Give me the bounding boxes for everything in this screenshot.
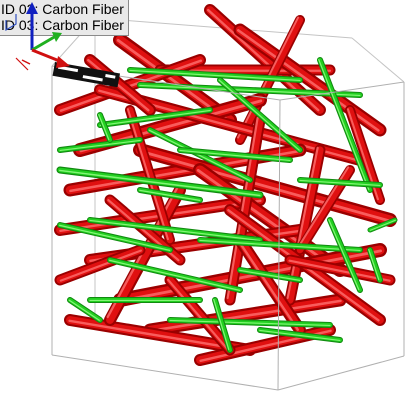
green-fiber-highlight [59,224,171,251]
green-fiber-highlight [368,248,380,281]
green-fiber-highlight [169,319,331,327]
green-fiber-highlight [129,69,301,82]
green-fiber-highlight [179,149,291,162]
green-fiber-highlight [139,189,201,202]
green-fiber-highlight [98,113,110,141]
red-fiber-highlight [167,278,230,352]
green-fiber-highlight [109,259,241,291]
y-axis-arrow-icon [52,32,62,42]
red-fiber-body [86,56,154,114]
green-fiber-body [328,218,362,292]
green-fiber-highlight [218,79,300,151]
green-fiber-highlight [148,129,251,181]
green-fiber-highlight [59,169,261,197]
green-fiber-highlight [99,109,211,127]
red-fiber-highlight [286,146,319,299]
red-fiber-body [236,236,304,334]
scale-bar-icon [52,62,120,88]
fiber-bundle [54,4,398,366]
green-fiber-highlight [239,269,301,282]
green-fiber-body [368,248,382,282]
green-fiber-highlight [89,219,261,242]
red-fiber-body [226,116,264,304]
red-fiber-highlight [126,108,169,241]
green-fiber-highlight [299,179,381,187]
green-fiber-highlight [328,219,360,291]
red-fiber-body [166,276,234,354]
x-axis-arrow-icon [56,56,70,68]
green-fiber-body [98,113,112,142]
green-fiber-highlight [259,329,341,342]
axis-ref-glyph-icon [5,14,17,32]
red-fiber-highlight [288,259,391,282]
red-fiber-highlight [236,238,300,331]
red-fiber-highlight [226,116,259,300]
green-fiber-body [218,78,302,152]
axis-ref-red-icon [21,59,31,65]
red-fiber-body [286,146,324,304]
red-fiber-highlight [87,59,150,112]
z-axis-arrow-icon [26,2,38,14]
green-fiber-highlight [318,58,370,191]
green-fiber-highlight [369,219,396,231]
y-axis-icon [31,34,57,52]
red-fiber-highlight [137,149,391,223]
red-fiber-highlight [149,299,342,333]
red-fiber-body [126,106,174,244]
red-fiber-highlight [119,249,382,303]
green-fiber-highlight [213,298,230,351]
red-fiber-highlight [59,59,203,112]
green-fiber-highlight [59,139,141,152]
green-fiber-body [318,58,372,192]
axis-triad-icon[interactable] [0,0,80,72]
green-fiber-highlight [68,299,100,321]
x-axis-icon [31,48,63,64]
green-fiber-body [213,298,232,352]
green-fiber-highlight [199,239,361,252]
red-fiber-highlight [59,249,142,282]
